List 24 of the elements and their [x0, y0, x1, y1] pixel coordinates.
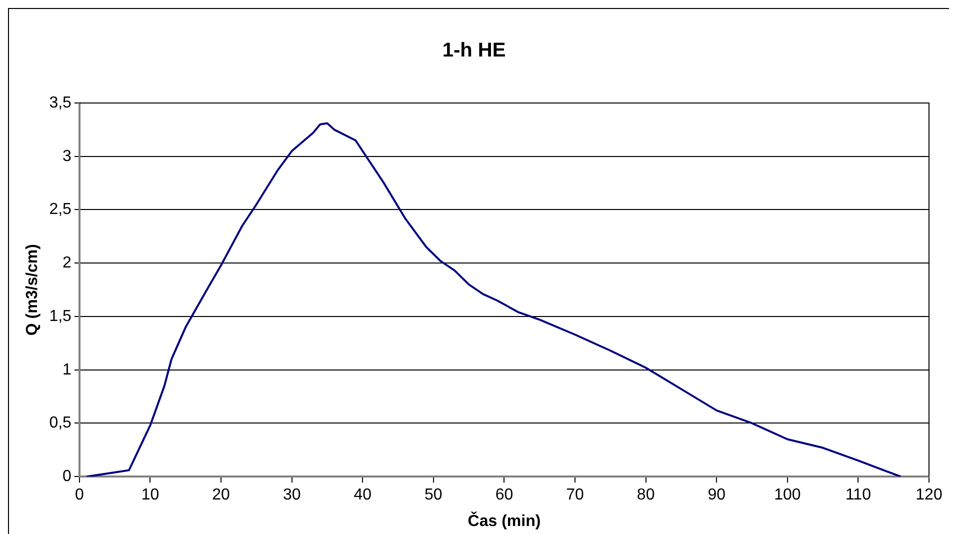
x-tick-label: 10	[141, 486, 160, 504]
x-tick-label: 100	[774, 486, 801, 504]
y-tick-label: 3	[62, 148, 72, 165]
x-tick-label: 20	[212, 486, 230, 504]
x-tick-label: 80	[636, 486, 655, 504]
x-tick-label: 50	[424, 486, 442, 504]
y-tick-label: 1,5	[49, 308, 72, 325]
chart-title: 1-h HE	[442, 40, 506, 62]
x-tick-label: 110	[845, 486, 872, 504]
x-tick-label: 0	[74, 486, 84, 504]
y-tick-label: 2	[62, 254, 72, 272]
x-tick-label: 90	[708, 486, 726, 504]
x-tick-label: 120	[916, 486, 942, 504]
y-tick-label: 0,5	[49, 414, 72, 432]
x-tick-label: 40	[354, 486, 372, 504]
x-tick-label: 60	[495, 486, 514, 504]
y-tick-label: 1	[62, 361, 72, 378]
y-tick-label: 2,5	[49, 201, 72, 218]
x-axis-title: Čas (min)	[468, 510, 541, 530]
y-tick-label: 0	[62, 468, 72, 486]
y-tick-label: 3,5	[49, 94, 72, 112]
y-axis-title: Q (m3/s/cm)	[24, 244, 42, 336]
x-tick-label: 70	[566, 486, 584, 504]
x-tick-label: 30	[282, 486, 301, 504]
